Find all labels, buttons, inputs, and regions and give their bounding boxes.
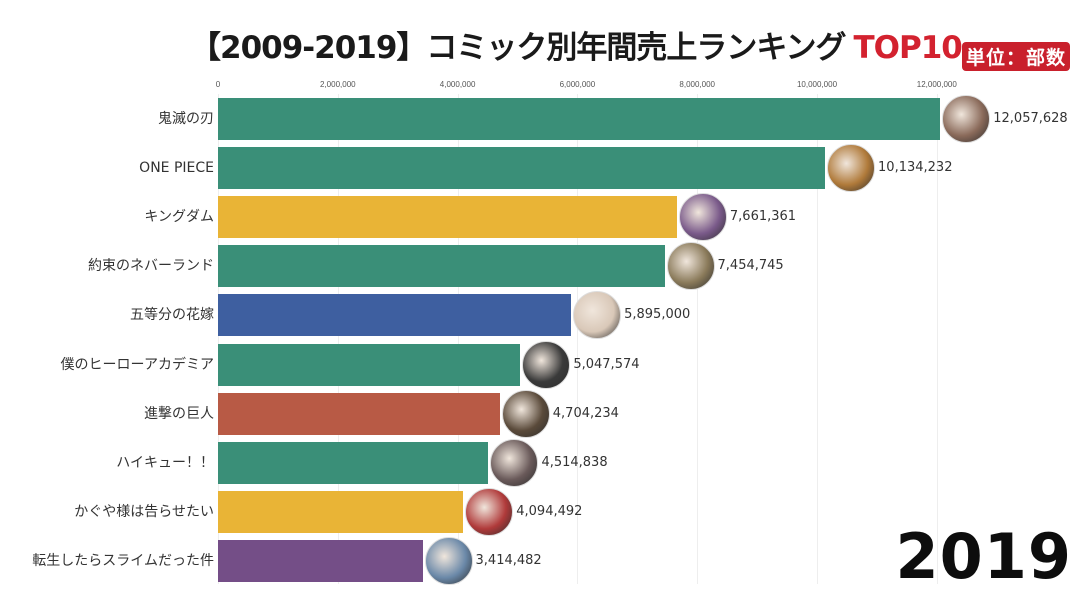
bar-row: かぐや様は告らせたい 4,094,492 <box>0 487 1080 536</box>
bar <box>218 245 665 288</box>
unit-label: 単位：部数 <box>962 42 1071 71</box>
bar-row: 約束のネバーランド 7,454,745 <box>0 242 1080 291</box>
category-label: 五等分の花嫁 <box>130 307 214 324</box>
category-label: かぐや様は告らせたい <box>74 503 214 520</box>
value-label: 4,514,838 <box>541 454 608 470</box>
gridline <box>697 94 699 584</box>
chart-title: 【2009-2019】コミック別年間売上ランキング TOP10 <box>190 24 963 72</box>
cover-thumbnail-icon <box>490 438 539 487</box>
x-tick-label: 10,000,000 <box>796 80 838 89</box>
category-label: キングダム <box>144 209 214 226</box>
bar-row: 五等分の花嫁 5,895,000 <box>0 291 1080 340</box>
x-tick-label: 4,000,000 <box>439 80 476 89</box>
title-accent: TOP10 <box>853 30 963 66</box>
value-label: 4,094,492 <box>516 503 583 519</box>
cover-thumbnail-icon <box>465 487 514 536</box>
category-label: ONE PIECE <box>139 160 214 177</box>
x-tick-label: 0 <box>215 80 221 89</box>
bar <box>218 490 464 533</box>
cover-thumbnail-icon <box>827 144 876 193</box>
category-label: ハイキュー！！ <box>116 454 214 471</box>
gridline <box>577 94 579 584</box>
bar <box>218 294 572 337</box>
bar <box>218 343 521 386</box>
category-label: 約束のネバーランド <box>88 258 214 275</box>
value-label: 4,704,234 <box>552 405 619 421</box>
gridline <box>337 94 339 584</box>
gridline <box>218 94 219 584</box>
category-label: 転生したらスライムだった件 <box>32 552 214 569</box>
cover-thumbnail-icon <box>678 193 727 242</box>
bar-row: キングダム 7,661,361 <box>0 193 1080 242</box>
bar <box>218 98 941 140</box>
bar-row: 鬼滅の刃 12,057,628 <box>0 95 1080 143</box>
category-label: 僕のヒーローアカデミア <box>60 356 214 373</box>
cover-thumbnail-icon <box>573 291 622 340</box>
value-label: 7,454,745 <box>717 258 784 274</box>
value-label: 7,661,361 <box>729 209 797 225</box>
x-tick-label: 2,000,000 <box>320 80 356 89</box>
bar <box>218 539 423 582</box>
category-label: 鬼滅の刃 <box>158 111 214 127</box>
bar-row: 進撃の巨人 4,704,234 <box>0 389 1080 438</box>
bar-row: 僕のヒーローアカデミア 5,047,574 <box>0 340 1080 389</box>
x-tick-label: 6,000,000 <box>559 80 596 89</box>
bar <box>218 392 500 435</box>
value-label: 12,057,628 <box>993 111 1068 126</box>
cover-thumbnail-icon <box>942 95 991 143</box>
cover-thumbnail-icon <box>522 340 571 389</box>
value-label: 10,134,232 <box>878 160 953 176</box>
cover-thumbnail-icon <box>424 536 473 585</box>
value-label: 5,895,000 <box>624 307 691 323</box>
bar-row: 転生したらスライムだった件 3,414,482 <box>0 536 1080 585</box>
bar-row: ONE PIECE 10,134,232 <box>0 144 1080 193</box>
bar-row: ハイキュー！！ 4,514,838 <box>0 438 1080 487</box>
gridline <box>817 94 818 584</box>
gridline <box>936 94 938 584</box>
value-label: 5,047,574 <box>573 356 640 372</box>
gridline <box>457 94 459 584</box>
bar <box>218 196 677 239</box>
value-label: 3,414,482 <box>475 552 542 568</box>
bar <box>218 441 489 484</box>
cover-thumbnail-icon <box>666 242 715 291</box>
year-label: 2019 <box>895 520 1072 593</box>
x-tick-label: 12,000,000 <box>916 80 957 89</box>
bar <box>218 147 826 190</box>
x-tick-label: 8,000,000 <box>679 80 715 89</box>
cover-thumbnail-icon <box>501 389 550 438</box>
title-main: 【2009-2019】コミック別年間売上ランキング <box>190 30 846 66</box>
x-axis: 0 2,000,000 4,000,000 6,000,000 8,000,000 10,… <box>0 80 1080 94</box>
category-label: 進撃の巨人 <box>144 405 214 422</box>
